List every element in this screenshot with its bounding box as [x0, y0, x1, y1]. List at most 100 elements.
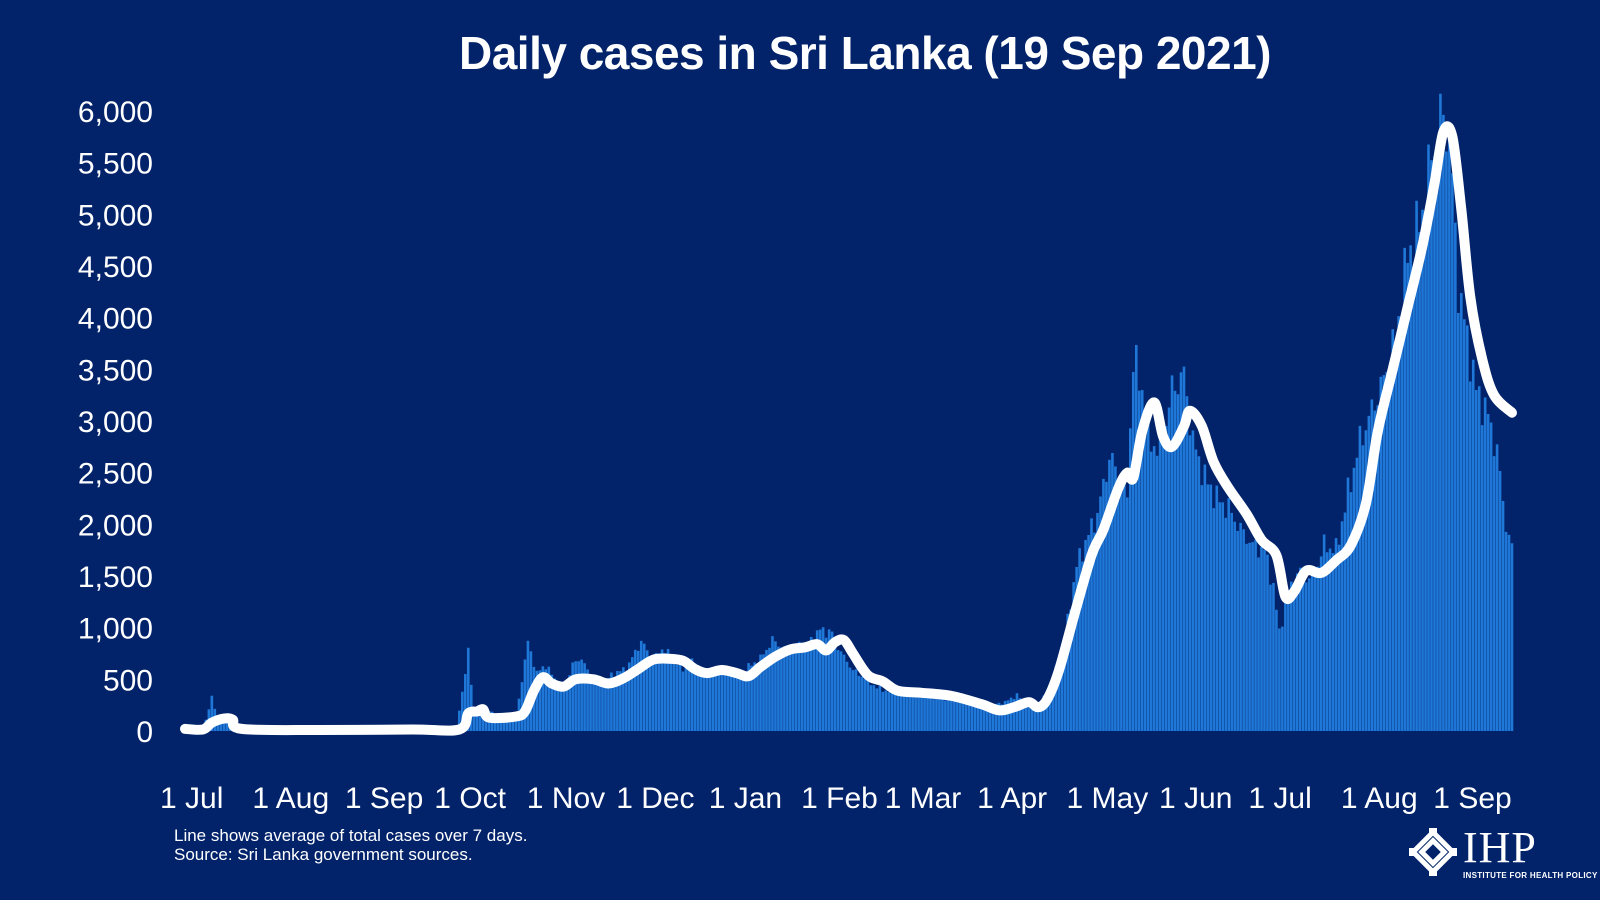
daily-case-bar	[1012, 699, 1016, 731]
daily-case-bar	[616, 671, 619, 731]
y-tick-label: 5,500	[78, 148, 153, 181]
x-tick-label: 1 Sep	[1433, 782, 1511, 815]
daily-case-bar	[1293, 589, 1296, 731]
daily-case-bar	[1176, 394, 1180, 731]
daily-case-bar	[1111, 452, 1114, 731]
daily-case-bar	[493, 716, 497, 731]
daily-case-bar	[1498, 471, 1502, 731]
daily-case-bar	[466, 647, 470, 731]
daily-case-bar	[914, 694, 917, 731]
daily-case-bar	[1328, 548, 1332, 731]
daily-case-bar	[562, 687, 566, 731]
daily-case-bar	[1096, 512, 1099, 731]
daily-case-bar	[747, 663, 750, 731]
daily-case-bar	[836, 650, 840, 731]
daily-case-bar	[508, 718, 512, 731]
y-tick-label: 0	[136, 716, 153, 749]
daily-case-bar	[714, 668, 718, 731]
daily-case-bar	[1245, 543, 1248, 731]
daily-case-bar	[1209, 484, 1213, 731]
daily-case-bar	[887, 692, 891, 731]
daily-case-bar	[1131, 372, 1135, 731]
daily-case-bar	[1164, 426, 1168, 731]
daily-case-bar	[574, 661, 577, 731]
daily-case-bar	[941, 698, 944, 731]
daily-case-bar	[556, 685, 560, 731]
daily-case-bar	[663, 653, 667, 731]
daily-case-bar	[1385, 371, 1389, 731]
bars-layer	[198, 93, 1514, 732]
daily-case-bar	[601, 685, 604, 731]
daily-case-bar	[681, 671, 685, 731]
daily-case-bar	[1191, 430, 1195, 731]
x-tick-label: 1 Jun	[1159, 782, 1232, 815]
daily-case-bar	[1242, 529, 1245, 731]
x-tick-label: 1 Jan	[709, 782, 782, 815]
daily-case-bar	[535, 670, 539, 731]
daily-case-bar	[1084, 539, 1087, 731]
daily-case-bar	[580, 659, 583, 731]
daily-case-bar	[1364, 430, 1368, 731]
daily-case-bar	[1212, 508, 1216, 731]
daily-case-bar	[633, 649, 637, 731]
daily-case-bar	[857, 675, 861, 731]
daily-case-bar	[1200, 485, 1204, 731]
daily-case-bar	[806, 644, 810, 731]
daily-case-bar	[1269, 584, 1272, 731]
daily-case-bar	[991, 704, 995, 731]
daily-case-bar	[628, 662, 631, 731]
daily-case-bar	[583, 663, 586, 731]
daily-case-bar	[738, 674, 741, 731]
daily-case-bar	[1295, 573, 1299, 731]
daily-case-bar	[1322, 534, 1326, 731]
daily-case-bar	[523, 659, 527, 731]
ihp-logo: IHP INSTITUTE FOR HEALTH POLICY	[1405, 820, 1597, 884]
daily-case-bar	[744, 672, 747, 731]
daily-case-bar	[1239, 522, 1242, 731]
daily-case-bar	[765, 649, 768, 731]
daily-case-bar	[1006, 700, 1010, 731]
daily-case-bar	[818, 629, 822, 731]
daily-case-bar	[967, 704, 971, 731]
daily-case-bar	[607, 677, 610, 731]
daily-case-bar	[1495, 444, 1499, 731]
daily-case-bar	[559, 682, 563, 731]
daily-case-bar	[1114, 466, 1117, 731]
daily-case-bar	[669, 659, 673, 731]
daily-case-bar	[1373, 410, 1377, 731]
daily-case-bar	[1346, 477, 1350, 731]
daily-case-bar	[511, 717, 515, 731]
daily-case-bar	[1015, 693, 1019, 731]
daily-case-bar	[771, 636, 774, 731]
daily-case-bar	[1388, 375, 1392, 731]
daily-case-bar	[565, 679, 568, 731]
daily-case-bar	[1072, 582, 1075, 731]
daily-case-bar	[1140, 390, 1144, 731]
daily-case-bar	[1462, 319, 1466, 731]
daily-case-bar	[789, 650, 792, 731]
daily-case-bar	[956, 702, 959, 731]
daily-case-bar	[1060, 648, 1064, 731]
daily-case-bar	[768, 647, 771, 731]
daily-case-bar	[222, 718, 226, 731]
daily-case-bar	[1361, 445, 1365, 731]
daily-case-bar	[911, 693, 914, 731]
daily-case-bar	[729, 672, 733, 731]
daily-case-bar	[1251, 542, 1254, 731]
daily-case-bar	[1281, 626, 1284, 731]
daily-case-bar	[696, 664, 700, 731]
daily-case-bar	[1257, 557, 1260, 731]
daily-case-bar	[720, 669, 724, 731]
logo-subtitle: INSTITUTE FOR HEALTH POLICY	[1463, 871, 1598, 880]
y-tick-label: 4,500	[78, 251, 153, 284]
daily-case-bar	[866, 677, 870, 731]
daily-case-bar	[717, 669, 721, 731]
logo-text: IHP	[1463, 823, 1537, 872]
daily-case-bar	[1057, 661, 1061, 731]
daily-case-bar	[1340, 521, 1344, 731]
daily-case-bar	[1197, 456, 1201, 731]
daily-case-bar	[1194, 449, 1198, 731]
daily-case-bar	[1394, 340, 1397, 731]
daily-case-bar	[1400, 320, 1403, 731]
